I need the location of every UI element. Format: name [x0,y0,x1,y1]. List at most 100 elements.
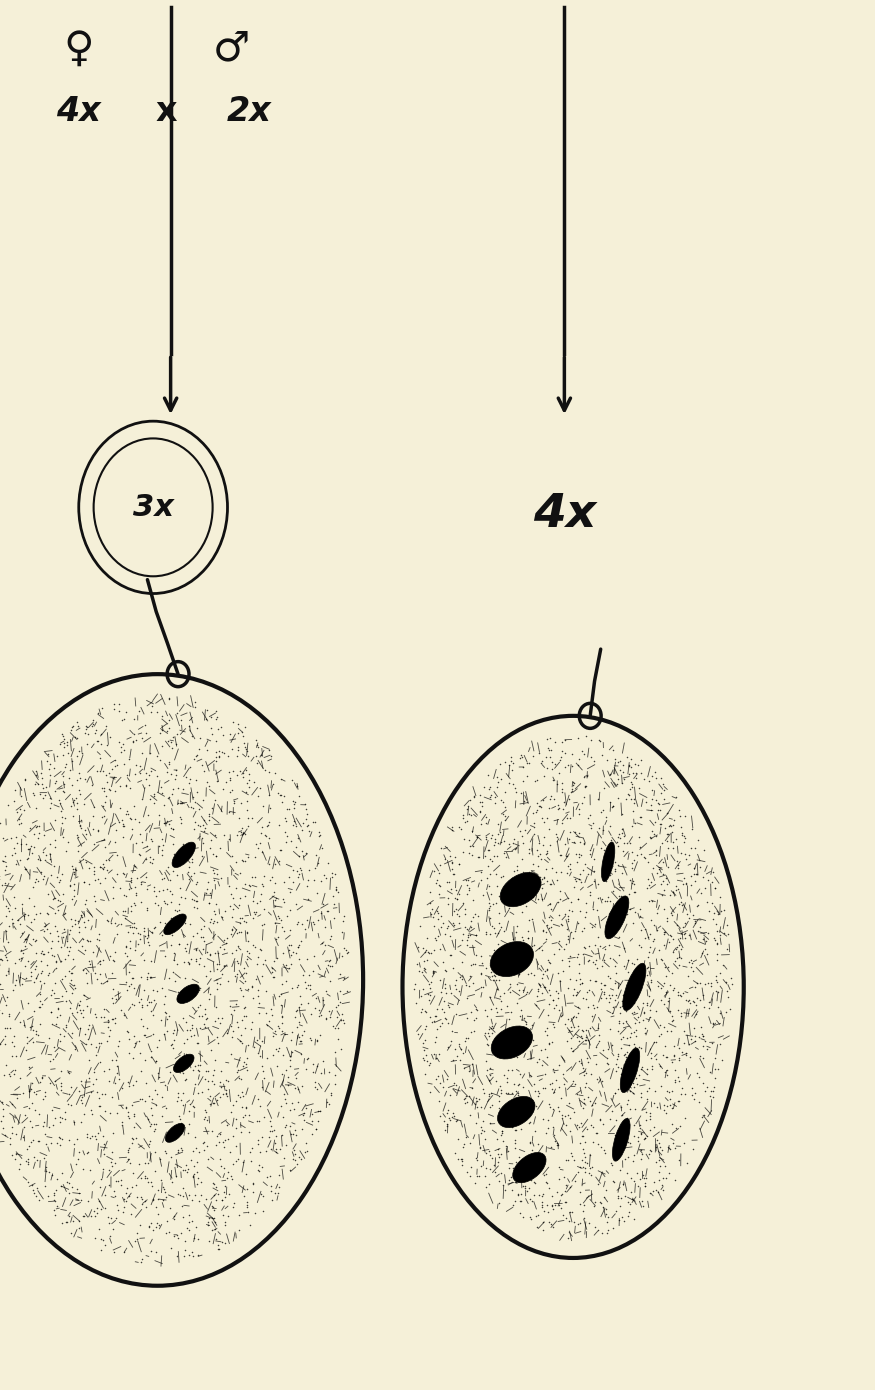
Point [81,949,95,972]
Point [265,866,279,888]
Point [146,1188,160,1211]
Point [479,1156,493,1179]
Point [117,1004,131,1026]
Point [261,815,275,837]
Point [119,774,133,796]
Point [253,937,267,959]
Point [198,915,212,937]
Point [163,869,177,891]
Point [87,834,101,856]
Point [531,979,545,1001]
Point [464,916,478,938]
Point [534,1040,548,1062]
Point [557,1180,571,1202]
Point [486,1094,500,1116]
Point [537,1163,551,1186]
Point [509,781,523,803]
Point [209,708,223,730]
Point [76,929,90,951]
Point [216,1131,230,1154]
Text: 2x: 2x [227,95,272,128]
Point [53,1134,67,1156]
Point [507,773,521,795]
Point [271,1016,285,1038]
Point [100,859,114,881]
Point [693,1044,707,1066]
Point [522,842,536,865]
Point [70,1127,84,1150]
Point [56,726,70,748]
Point [588,954,602,976]
Point [536,1151,550,1173]
Point [180,1019,194,1041]
Point [555,731,569,753]
Point [489,969,503,991]
Point [665,962,679,984]
Point [234,1033,248,1055]
Point [106,1008,120,1030]
Point [172,1141,186,1163]
Point [266,773,280,795]
Point [187,888,201,910]
Point [507,1131,522,1154]
Point [529,1215,543,1237]
Point [295,930,309,952]
Point [462,976,476,998]
Point [279,1059,293,1081]
Point [713,1001,727,1023]
Point [510,973,524,995]
Point [608,860,622,883]
Point [441,994,455,1016]
Point [299,909,313,931]
Point [271,1176,285,1198]
Point [425,906,439,929]
Point [212,739,226,762]
Point [0,1033,12,1055]
Point [100,1030,114,1052]
Point [115,1175,129,1197]
Point [468,1093,482,1115]
Point [283,934,297,956]
Point [568,920,582,942]
Point [240,1191,254,1213]
Point [76,1204,90,1226]
Point [476,976,490,998]
Point [199,1188,213,1211]
Point [495,1173,509,1195]
Point [210,954,224,976]
Point [678,1083,692,1105]
Point [627,1033,641,1055]
Point [62,1062,76,1084]
Point [60,830,74,852]
Point [619,1045,633,1068]
Point [592,817,605,840]
Point [59,948,73,970]
Point [170,952,184,974]
Point [66,791,80,813]
Point [240,1177,254,1200]
Point [556,1062,570,1084]
Point [178,848,192,870]
Point [130,1222,144,1244]
Point [522,926,536,948]
Point [13,913,27,935]
Point [425,898,439,920]
Point [473,976,487,998]
Point [498,796,512,819]
Point [45,980,59,1002]
Point [548,731,562,753]
Point [625,856,639,878]
Point [513,748,527,770]
Point [621,783,635,805]
Point [49,956,63,979]
Point [423,881,437,904]
Point [94,1006,108,1029]
Point [70,798,84,820]
Point [274,1095,288,1118]
Point [239,759,253,781]
Point [534,1152,548,1175]
Point [424,984,438,1006]
Point [584,817,598,840]
Point [127,1036,141,1058]
Point [105,1155,119,1177]
